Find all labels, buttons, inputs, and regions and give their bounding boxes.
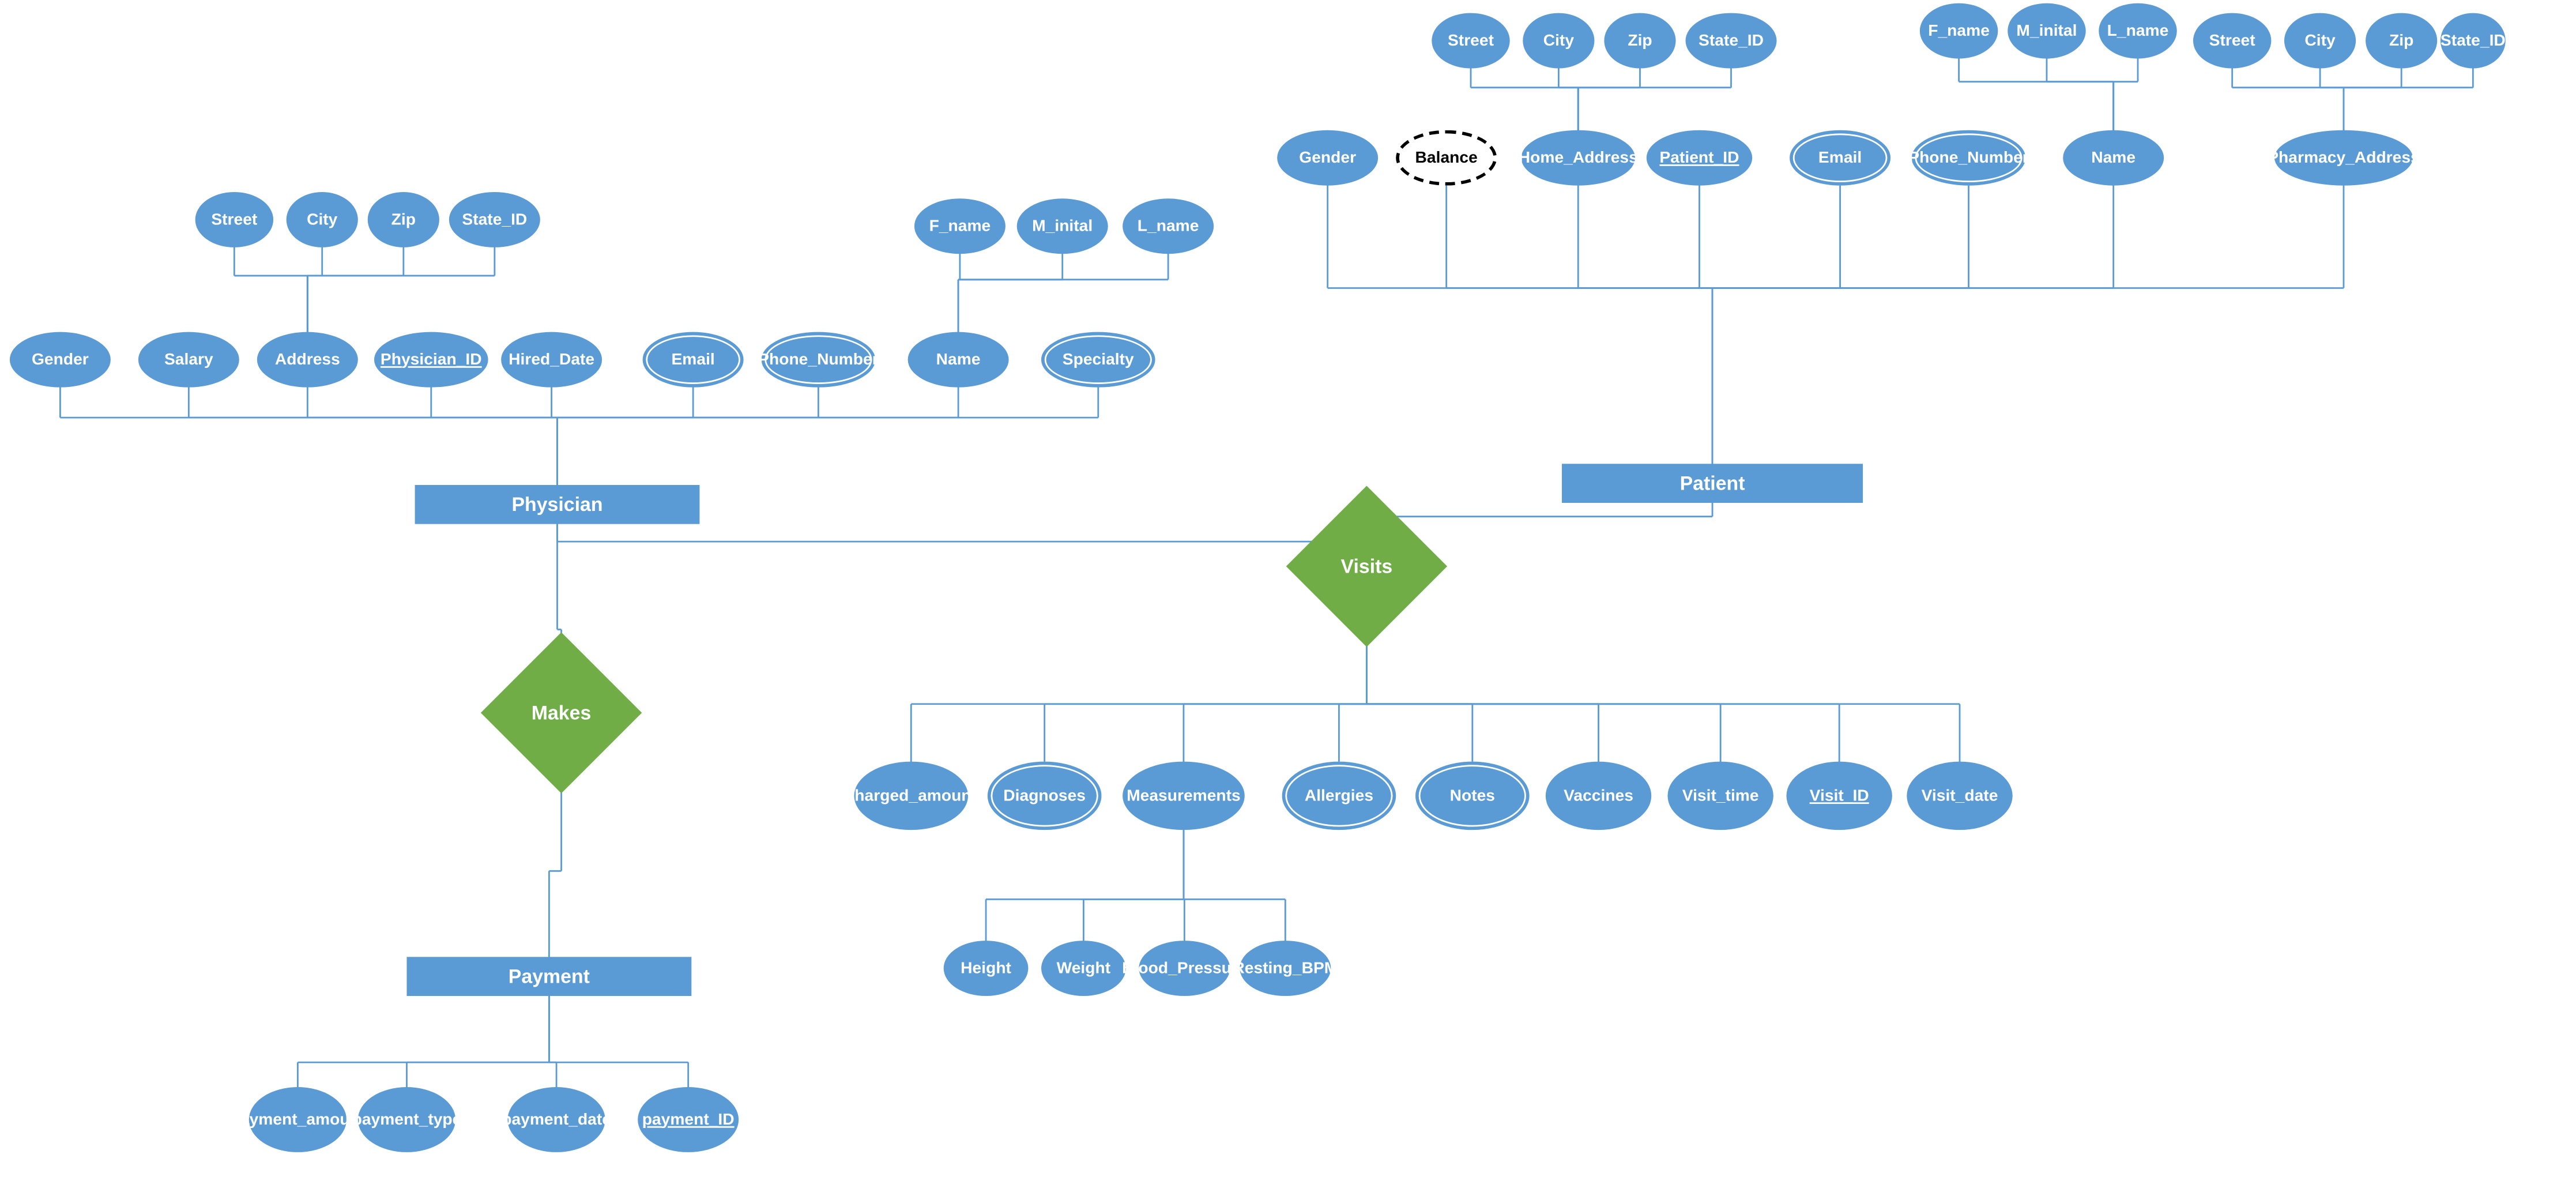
attribute-v_notes: Notes <box>1415 762 1530 830</box>
attribute-pat_fname: F_name <box>1920 3 1998 59</box>
attribute-v_bpm: Resting_BPM <box>1240 941 1331 996</box>
attribute-pay_date: payment_date <box>507 1087 605 1152</box>
attribute-v_vaccines: Vaccines <box>1546 762 1651 830</box>
attribute-pat_h_state: State_ID <box>1686 13 1777 69</box>
attribute-phys_specialty: Specialty <box>1041 332 1155 388</box>
attribute-v_measure: Measurements <box>1123 762 1245 830</box>
attribute-phys_gender: Gender <box>10 332 111 388</box>
attribute-phys_zip: Zip <box>368 192 439 247</box>
attribute-phys_email: Email <box>643 332 744 388</box>
attribute-pat_p_city: City <box>2284 13 2356 69</box>
attribute-pat_p_state: State_ID <box>2441 13 2506 69</box>
relationship-visits: Visits <box>1310 509 1424 623</box>
attribute-pay_type: payment_type <box>358 1087 455 1152</box>
attribute-pat_h_street: Street <box>1432 13 1509 69</box>
attribute-v_time: Visit_time <box>1667 762 1773 830</box>
attribute-pat_homeaddr: Home_Address <box>1521 130 1635 186</box>
attribute-pat_p_street: Street <box>2193 13 2271 69</box>
attribute-pat_name: Name <box>2063 130 2164 186</box>
attribute-pay_id: payment_ID <box>638 1087 739 1152</box>
attribute-v_bp: Blood_Pressure <box>1139 941 1230 996</box>
attribute-pat_balance: Balance <box>1396 130 1497 186</box>
attribute-v_diagnoses: Diagnoses <box>988 762 1102 830</box>
attribute-v_charged: charged_amount <box>854 762 969 830</box>
attribute-v_height: Height <box>944 941 1029 996</box>
attribute-pat_gender: Gender <box>1277 130 1378 186</box>
attribute-pat_id: Patient_ID <box>1647 130 1752 186</box>
attribute-phys_phone: Phone_Number <box>762 332 876 388</box>
attribute-pat_p_zip: Zip <box>2366 13 2437 69</box>
attribute-pat_minit: M_inital <box>2008 3 2085 59</box>
attribute-pat_pharmacy: Pharmacy_Address <box>2274 130 2413 186</box>
attribute-phys_state: State_ID <box>449 192 540 247</box>
attribute-v_date: Visit_date <box>1907 762 2012 830</box>
entity-payment: Payment <box>406 957 691 996</box>
attribute-pat_lname: L_name <box>2099 3 2176 59</box>
attribute-phys_lname: L_name <box>1123 198 1214 254</box>
attribute-v_id: Visit_ID <box>1786 762 1892 830</box>
attribute-pay_amount: payment_amount <box>249 1087 347 1152</box>
attribute-pat_phone: Phone_Number <box>1912 130 2026 186</box>
attribute-phys_fname: F_name <box>914 198 1005 254</box>
attribute-phys_name: Name <box>908 332 1009 388</box>
entity-patient: Patient <box>1562 464 1863 503</box>
attribute-phys_street: Street <box>195 192 273 247</box>
attribute-pat_email: Email <box>1790 130 1890 186</box>
attribute-pat_h_zip: Zip <box>1604 13 1675 69</box>
attribute-v_weight: Weight <box>1041 941 1126 996</box>
attribute-phys_hired: Hired_Date <box>501 332 602 388</box>
er-diagram-canvas: Physician Patient Payment Makes Visits Gender… <box>0 0 2506 1188</box>
attribute-phys_address: Address <box>257 332 358 388</box>
attribute-phys_salary: Salary <box>138 332 239 388</box>
entity-physician: Physician <box>415 485 700 524</box>
attribute-phys_city: City <box>287 192 358 247</box>
relationship-makes: Makes <box>504 656 619 770</box>
attribute-phys_id: Physician_ID <box>374 332 488 388</box>
attribute-phys_minit: M_inital <box>1017 198 1108 254</box>
attribute-pat_h_city: City <box>1523 13 1594 69</box>
attribute-v_allergies: Allergies <box>1282 762 1396 830</box>
